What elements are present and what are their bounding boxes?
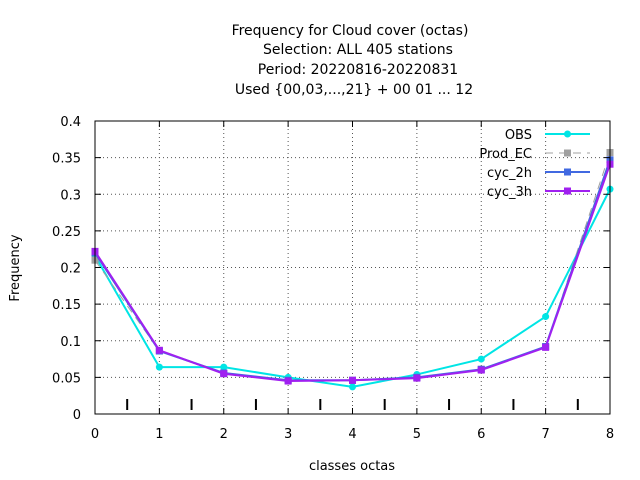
data-point	[542, 313, 550, 321]
data-point	[155, 346, 163, 354]
grid	[95, 121, 610, 414]
series-line	[94, 163, 611, 383]
series-layer	[91, 148, 614, 391]
x-axis-label: classes octas	[309, 459, 395, 474]
x-tick-label: 8	[606, 427, 614, 442]
legend-marker	[564, 130, 571, 138]
x-tick-label: 6	[477, 427, 485, 442]
minor-ticks	[126, 399, 579, 410]
x-tick-label: 2	[220, 427, 228, 442]
x-tick-label: 5	[413, 427, 421, 442]
chart-title: Frequency for Cloud cover (octas) Select…	[232, 23, 474, 98]
title-line-2: Selection: ALL 405 stations	[263, 42, 453, 58]
data-point	[155, 363, 163, 371]
series-line	[94, 152, 611, 381]
data-point	[477, 355, 485, 363]
data-point	[477, 366, 485, 374]
data-point	[284, 377, 292, 385]
y-tick-label: 0.05	[52, 371, 81, 386]
series-Prod_EC	[91, 148, 614, 384]
data-point	[413, 374, 421, 382]
y-tick-label: 0.35	[52, 152, 81, 167]
data-point	[220, 363, 228, 371]
title-line-3: Period: 20220816-20220831	[258, 62, 458, 78]
y-tick-label: 0.4	[60, 115, 81, 130]
x-tick-label: 0	[91, 427, 99, 442]
data-point	[542, 343, 550, 351]
legend-label: cyc_2h	[487, 166, 532, 181]
plot-frame	[94, 120, 611, 415]
y-axis-label: Frequency	[8, 234, 23, 301]
legend-label: cyc_3h	[487, 185, 532, 200]
legend-marker	[564, 149, 571, 157]
data-point	[349, 383, 356, 391]
y-tick-label: 0.2	[60, 262, 81, 277]
legend-label: Prod_EC	[479, 147, 532, 162]
data-point	[349, 376, 356, 384]
x-tick-label: 7	[541, 427, 549, 442]
y-tick-label: 0.1	[60, 335, 81, 350]
y-tick-label: 0.3	[60, 188, 81, 203]
data-point	[220, 370, 228, 378]
series-OBS	[91, 185, 614, 391]
y-tick-label: 0	[73, 408, 81, 423]
x-tick-label: 4	[348, 427, 356, 442]
legend-marker	[564, 187, 571, 195]
title-line-1: Frequency for Cloud cover (octas)	[232, 23, 469, 39]
series-line	[94, 159, 611, 382]
x-tick-label: 3	[284, 427, 292, 442]
axes: 0 1 2 3 4 5 6 7 8 0 0.05 0.1 0.15 0.2 0.25 0.3 0.35 0.4	[52, 115, 614, 442]
legend-marker	[564, 168, 571, 176]
x-tick-label: 1	[155, 427, 163, 442]
y-tick-label: 0.15	[52, 298, 81, 313]
legend: OBS Prod_EC cyc_2h cyc_3h	[479, 128, 590, 200]
title-line-4: Used {00,03,...,21} + 00 01 ... 12	[235, 82, 473, 98]
y-tick-label: 0.25	[52, 225, 81, 240]
legend-label: OBS	[505, 128, 532, 143]
